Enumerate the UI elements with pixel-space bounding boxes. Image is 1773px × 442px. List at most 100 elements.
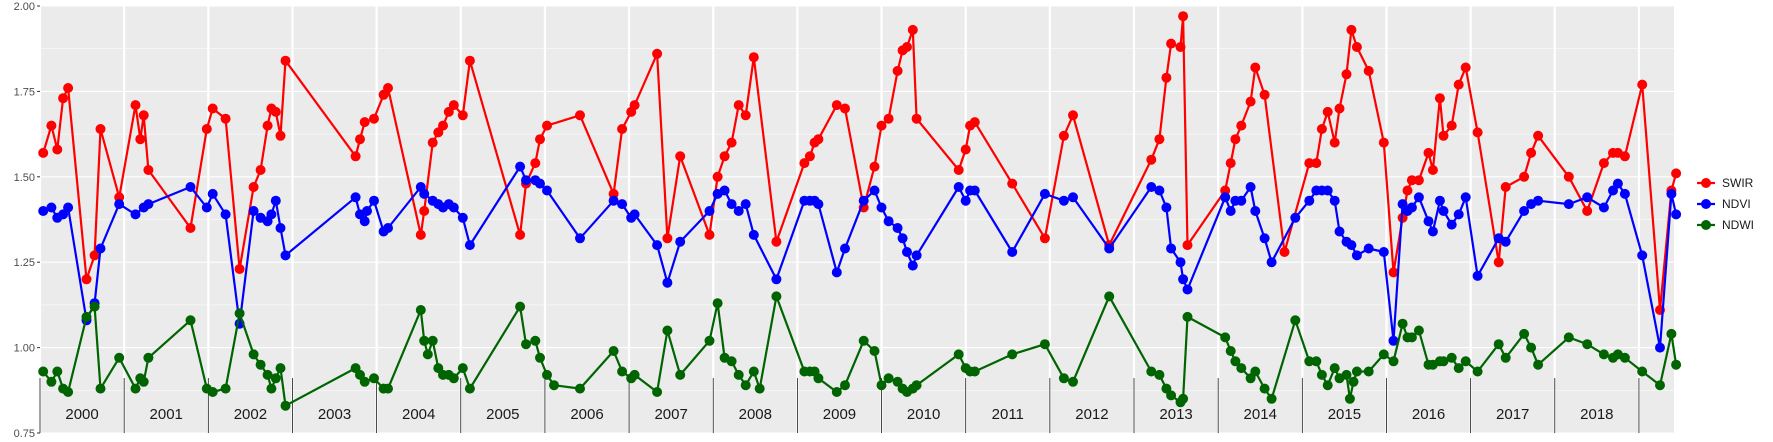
data-point-swir	[1427, 165, 1438, 175]
data-point-swir	[1402, 185, 1413, 196]
data-point-swir	[515, 229, 526, 240]
data-point-swir	[748, 52, 759, 63]
data-point-swir	[704, 229, 715, 240]
data-point-swir	[1322, 106, 1333, 117]
year-labels: 2000 2001 2002 2003 2004 2005 2006 2007 2008 2009…	[65, 406, 1613, 423]
data-point-ndvi	[813, 199, 824, 210]
data-point-ndvi	[1378, 247, 1389, 257]
data-point-ndwi	[89, 301, 100, 312]
data-point-ndvi	[1250, 206, 1261, 216]
data-point-swir	[652, 48, 663, 59]
data-point-ndvi	[726, 199, 737, 210]
data-point-ndvi	[907, 260, 918, 271]
y-tick-label: 0.75	[14, 428, 35, 440]
data-point-swir	[427, 137, 438, 148]
data-point-ndvi	[953, 182, 964, 192]
data-point-ndwi	[383, 383, 393, 394]
data-point-ndwi	[748, 366, 759, 377]
data-point-ndwi	[1666, 328, 1677, 339]
data-point-swir	[1279, 247, 1290, 257]
data-point-swir	[1388, 267, 1399, 278]
data-point-ndvi	[63, 202, 74, 213]
data-point-ndvi	[911, 250, 922, 261]
data-point-ndwi	[883, 373, 894, 384]
data-point-swir	[58, 93, 69, 104]
y-tick-label: 1.75	[14, 86, 35, 98]
data-point-ndvi	[1322, 185, 1333, 196]
data-point-swir	[95, 124, 106, 134]
data-point-swir	[1154, 134, 1165, 145]
data-point-ndwi	[1259, 383, 1270, 394]
data-point-ndvi	[185, 182, 196, 192]
data-point-swir	[52, 144, 63, 155]
data-point-swir	[1329, 137, 1340, 148]
year-label: 2002	[234, 406, 267, 423]
data-point-swir	[1406, 175, 1417, 186]
data-point-swir	[262, 120, 273, 131]
data-point-swir	[1438, 130, 1449, 141]
y-tick-label: 1.25	[14, 257, 35, 269]
data-point-swir	[1453, 79, 1464, 90]
data-point-ndwi	[1290, 315, 1301, 326]
data-point-ndwi	[138, 376, 149, 387]
data-point-ndvi	[1290, 212, 1301, 223]
data-point-swir	[804, 151, 815, 162]
data-point-swir	[1526, 147, 1537, 158]
data-point-ndvi	[1104, 243, 1115, 254]
data-point-swir	[63, 83, 74, 93]
data-point-ndwi	[969, 366, 980, 377]
data-point-ndwi	[1225, 346, 1236, 356]
data-point-ndvi	[1671, 209, 1682, 220]
data-point-ndvi	[1007, 247, 1018, 257]
data-point-ndvi	[275, 223, 286, 233]
legend-label: SWIR	[1722, 176, 1754, 190]
data-point-ndwi	[1406, 332, 1417, 343]
data-point-ndvi	[38, 206, 49, 216]
y-tick-label: 1.00	[14, 343, 35, 355]
data-point-ndwi	[262, 369, 273, 380]
data-point-ndwi	[46, 376, 57, 387]
y-axis: 0.75 1.00 1.25 1.50 1.75 2.00	[14, 1, 40, 440]
data-point-swir	[1175, 42, 1186, 52]
data-point-swir	[726, 137, 737, 148]
data-point-ndvi	[1182, 284, 1193, 295]
data-point-ndvi	[897, 233, 908, 244]
data-point-swir	[448, 100, 459, 111]
data-point-ndvi	[1351, 250, 1362, 261]
data-point-swir	[201, 124, 212, 134]
data-point-ndwi	[1519, 328, 1530, 339]
data-point-swir	[1236, 120, 1247, 131]
data-point-ndvi	[464, 240, 475, 251]
data-point-ndwi	[1472, 366, 1483, 377]
data-point-swir	[813, 134, 824, 145]
data-point-swir	[629, 100, 640, 111]
data-point-swir	[1146, 154, 1157, 165]
data-point-swir	[1007, 178, 1018, 189]
data-point-swir	[185, 223, 196, 233]
data-point-ndvi	[1472, 270, 1483, 281]
data-point-ndvi	[575, 233, 585, 244]
data-point-ndwi	[1493, 339, 1504, 350]
data-point-ndwi	[1348, 376, 1359, 387]
data-point-ndvi	[1363, 243, 1374, 254]
data-point-ndwi	[270, 373, 281, 384]
data-point-ndwi	[662, 325, 673, 336]
data-point-ndvi	[46, 202, 57, 213]
year-label: 2010	[907, 406, 940, 423]
data-point-ndwi	[427, 335, 438, 346]
data-point-ndvi	[960, 195, 971, 206]
data-point-swir	[1472, 127, 1483, 138]
data-point-swir	[1351, 42, 1362, 52]
data-point-ndwi	[726, 356, 737, 367]
data-point-swir	[1637, 79, 1648, 90]
data-point-swir	[617, 124, 628, 134]
year-label: 2008	[739, 406, 772, 423]
year-label: 2011	[992, 406, 1024, 423]
legend-key-point	[1701, 199, 1711, 209]
legend-label: NDWI	[1722, 218, 1754, 232]
data-point-ndwi	[266, 383, 277, 394]
data-point-ndvi	[419, 188, 430, 199]
data-point-swir	[1225, 158, 1236, 169]
series-layer	[38, 11, 1682, 411]
data-point-ndwi	[234, 308, 245, 319]
